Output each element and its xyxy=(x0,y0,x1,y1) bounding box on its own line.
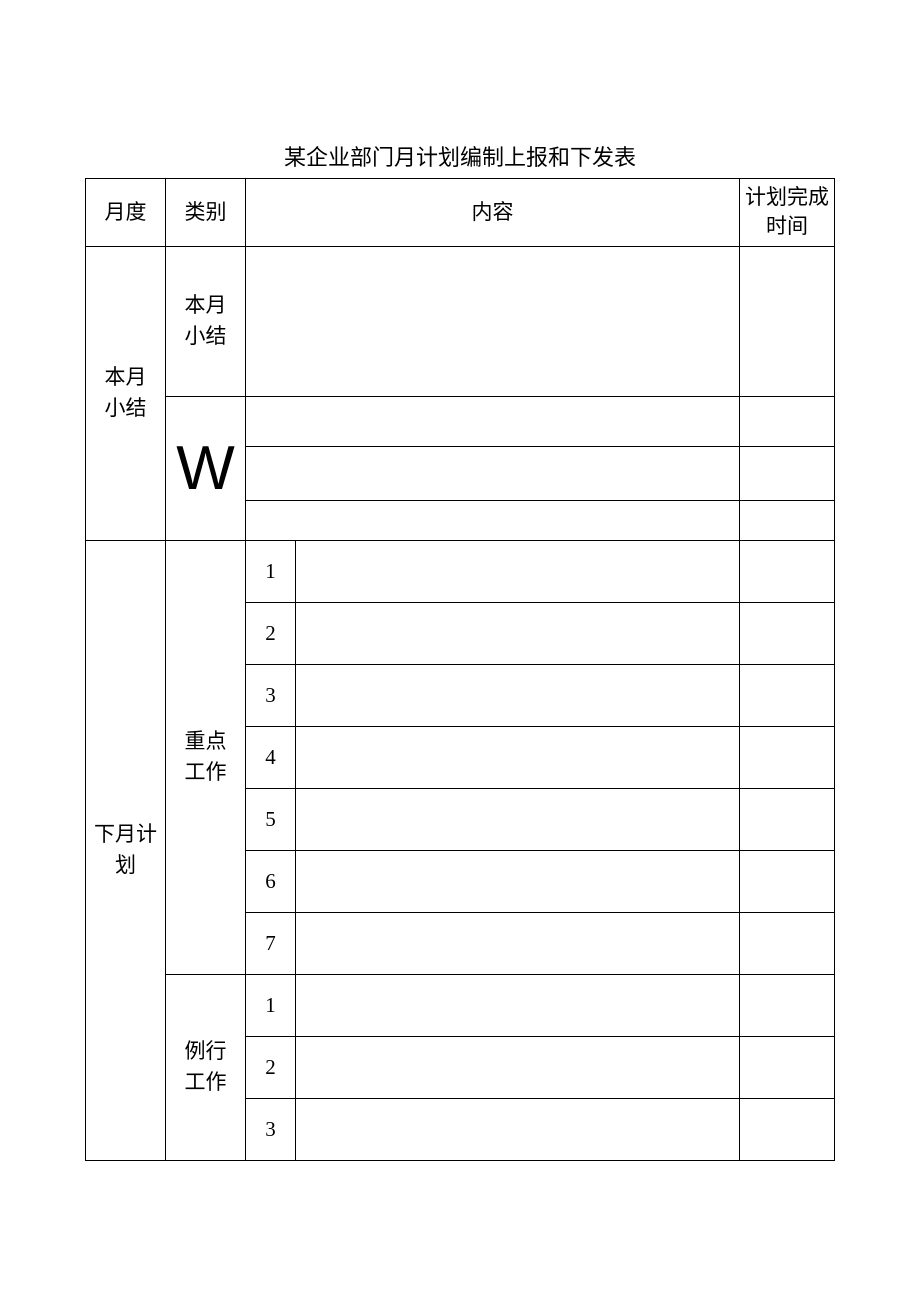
content-cell xyxy=(296,912,740,974)
content-cell xyxy=(296,850,740,912)
content-cell xyxy=(296,664,740,726)
table-row: 例行工作 1 xyxy=(86,974,835,1036)
item-number: 1 xyxy=(246,974,296,1036)
time-cell xyxy=(740,500,835,540)
item-number: 2 xyxy=(246,1036,296,1098)
item-number: 4 xyxy=(246,726,296,788)
time-cell xyxy=(740,396,835,446)
table-row: W xyxy=(86,396,835,446)
item-number: 3 xyxy=(246,664,296,726)
content-cell xyxy=(246,246,740,396)
category-w: W xyxy=(166,396,246,540)
time-cell xyxy=(740,1098,835,1160)
time-cell xyxy=(740,1036,835,1098)
item-number: 6 xyxy=(246,850,296,912)
content-cell xyxy=(296,1098,740,1160)
time-cell xyxy=(740,726,835,788)
content-cell xyxy=(296,602,740,664)
time-cell xyxy=(740,912,835,974)
content-cell xyxy=(296,540,740,602)
table-header-row: 月度 类别 内容 计划完成时间 xyxy=(86,179,835,247)
time-cell xyxy=(740,602,835,664)
category-key-work: 重点工作 xyxy=(166,540,246,974)
table-row: 下月计划 重点工作 1 xyxy=(86,540,835,602)
document-title: 某企业部门月计划编制上报和下发表 xyxy=(85,140,835,172)
plan-table: 月度 类别 内容 计划完成时间 本月小结 本月小结 W 下月计划 重点工作 1 … xyxy=(85,178,835,1161)
item-number: 2 xyxy=(246,602,296,664)
content-cell xyxy=(246,446,740,500)
time-cell xyxy=(740,664,835,726)
content-cell xyxy=(246,500,740,540)
time-cell xyxy=(740,246,835,396)
time-cell xyxy=(740,446,835,500)
header-plan-time: 计划完成时间 xyxy=(740,179,835,247)
time-cell xyxy=(740,540,835,602)
header-content: 内容 xyxy=(246,179,740,247)
time-cell xyxy=(740,788,835,850)
table-row: 本月小结 本月小结 xyxy=(86,246,835,396)
item-number: 7 xyxy=(246,912,296,974)
item-number: 1 xyxy=(246,540,296,602)
header-month: 月度 xyxy=(86,179,166,247)
content-cell xyxy=(296,1036,740,1098)
time-cell xyxy=(740,850,835,912)
item-number: 3 xyxy=(246,1098,296,1160)
category-this-summary: 本月小结 xyxy=(166,246,246,396)
category-routine-work: 例行工作 xyxy=(166,974,246,1160)
content-cell xyxy=(246,396,740,446)
header-category: 类别 xyxy=(166,179,246,247)
content-cell xyxy=(296,788,740,850)
content-cell xyxy=(296,974,740,1036)
content-cell xyxy=(296,726,740,788)
month-this-summary: 本月小结 xyxy=(86,246,166,540)
month-next-plan: 下月计划 xyxy=(86,540,166,1160)
item-number: 5 xyxy=(246,788,296,850)
time-cell xyxy=(740,974,835,1036)
